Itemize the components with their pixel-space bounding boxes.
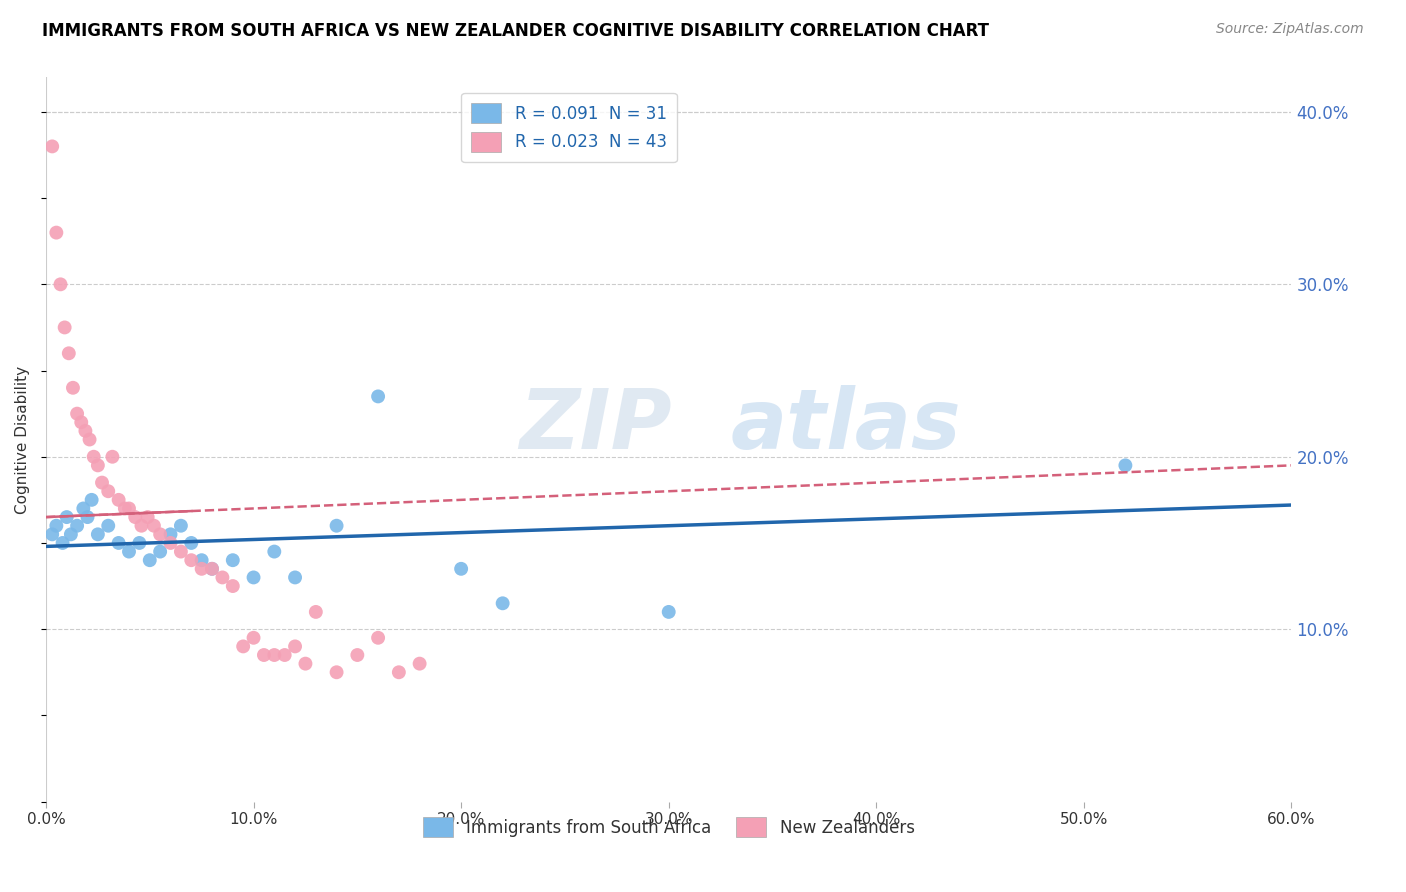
Point: [128, 536, 150, 550]
Text: ZIP: ZIP: [519, 384, 672, 466]
Point: [284, 570, 307, 584]
Point: [107, 536, 129, 550]
Point: [222, 579, 245, 593]
Point: [79, 433, 101, 447]
Point: [408, 657, 430, 671]
Point: [170, 544, 193, 558]
Point: [70, 415, 93, 429]
Point: [305, 605, 328, 619]
Point: [118, 544, 141, 558]
Point: [55, 510, 77, 524]
Point: [97, 518, 120, 533]
Point: [284, 640, 307, 654]
Text: atlas: atlas: [731, 384, 962, 466]
Point: [273, 648, 295, 662]
Point: [658, 605, 681, 619]
Point: [180, 536, 202, 550]
Point: [131, 518, 153, 533]
Point: [263, 648, 285, 662]
Point: [149, 544, 172, 558]
Point: [211, 570, 233, 584]
Point: [1114, 458, 1136, 473]
Point: [59, 527, 82, 541]
Point: [76, 510, 98, 524]
Point: [242, 570, 264, 584]
Point: [492, 596, 515, 610]
Point: [222, 553, 245, 567]
Legend: Immigrants from South Africa, New Zealanders: Immigrants from South Africa, New Zealan…: [416, 810, 921, 844]
Point: [124, 510, 146, 524]
Point: [159, 536, 181, 550]
Point: [107, 492, 129, 507]
Point: [66, 518, 89, 533]
Point: [325, 518, 347, 533]
Point: [201, 562, 224, 576]
Point: [367, 389, 389, 403]
Point: [75, 424, 97, 438]
Y-axis label: Cognitive Disability: Cognitive Disability: [15, 366, 30, 514]
Point: [72, 501, 94, 516]
Point: [91, 475, 114, 490]
Point: [170, 518, 193, 533]
Point: [62, 381, 84, 395]
Point: [367, 631, 389, 645]
Point: [87, 458, 110, 473]
Point: [325, 665, 347, 680]
Point: [388, 665, 411, 680]
Text: IMMIGRANTS FROM SOUTH AFRICA VS NEW ZEALANDER COGNITIVE DISABILITY CORRELATION C: IMMIGRANTS FROM SOUTH AFRICA VS NEW ZEAL…: [42, 22, 990, 40]
Point: [136, 510, 159, 524]
Point: [450, 562, 472, 576]
Text: Source: ZipAtlas.com: Source: ZipAtlas.com: [1216, 22, 1364, 37]
Point: [52, 536, 75, 550]
Point: [346, 648, 368, 662]
Point: [45, 226, 67, 240]
Point: [232, 640, 254, 654]
Point: [253, 648, 276, 662]
Point: [80, 492, 103, 507]
Point: [83, 450, 105, 464]
Point: [49, 277, 72, 292]
Point: [190, 553, 212, 567]
Point: [101, 450, 124, 464]
Point: [41, 527, 63, 541]
Point: [97, 484, 120, 499]
Point: [242, 631, 264, 645]
Point: [201, 562, 224, 576]
Point: [294, 657, 316, 671]
Point: [114, 501, 136, 516]
Point: [142, 518, 165, 533]
Point: [190, 562, 212, 576]
Point: [263, 544, 285, 558]
Point: [139, 553, 162, 567]
Point: [118, 501, 141, 516]
Point: [58, 346, 80, 360]
Point: [45, 518, 67, 533]
Point: [41, 139, 63, 153]
Point: [149, 527, 172, 541]
Point: [159, 527, 181, 541]
Point: [87, 527, 110, 541]
Point: [53, 320, 76, 334]
Point: [66, 407, 89, 421]
Point: [180, 553, 202, 567]
